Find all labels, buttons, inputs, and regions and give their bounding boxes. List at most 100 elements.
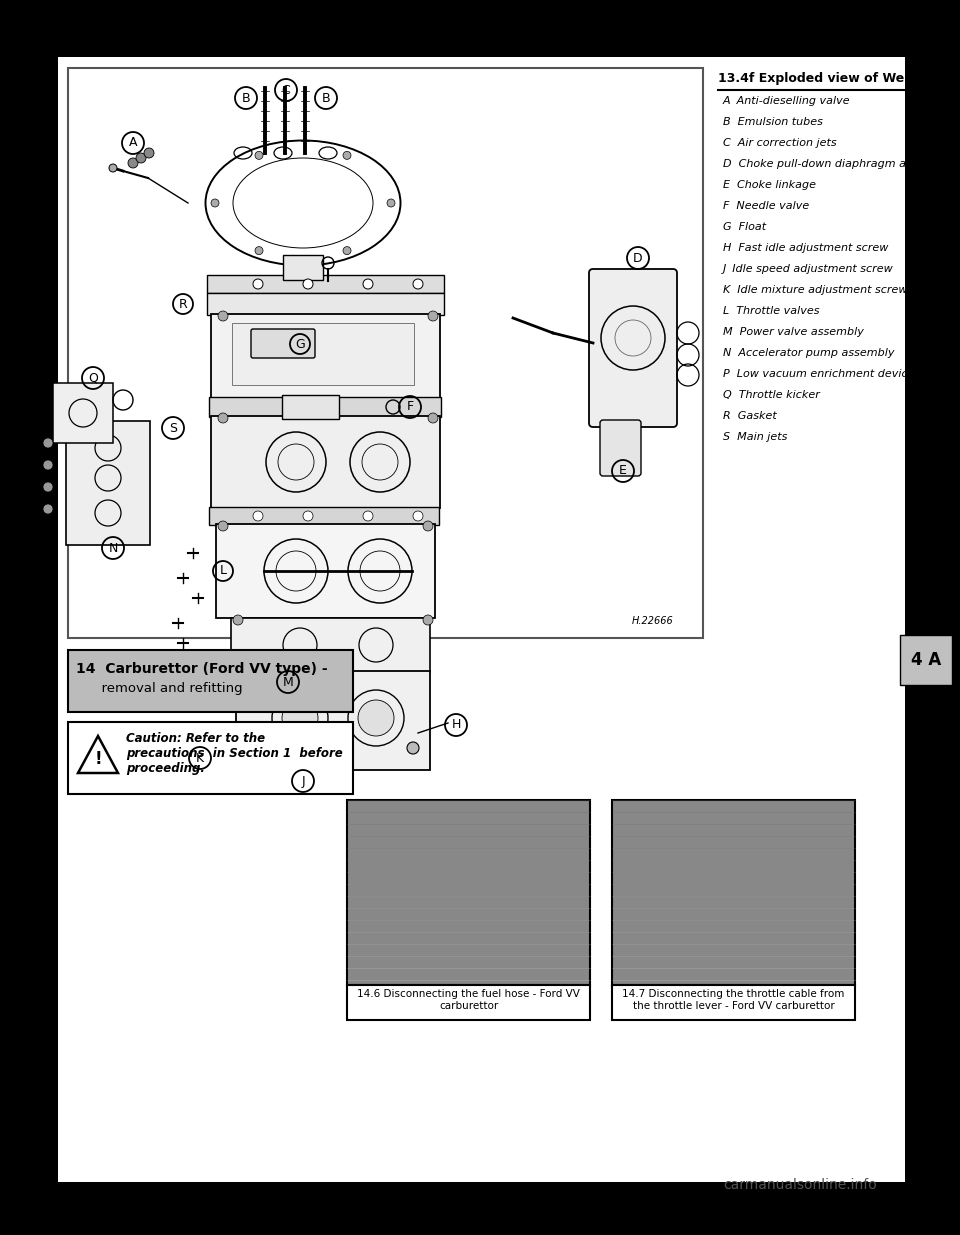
Text: H  Fast idle adjustment screw: H Fast idle adjustment screw [723, 243, 888, 253]
Circle shape [423, 615, 433, 625]
FancyBboxPatch shape [282, 395, 339, 419]
FancyBboxPatch shape [211, 416, 440, 508]
Text: 14.7 Disconnecting the throttle cable from
the throttle lever - Ford VV carburet: 14.7 Disconnecting the throttle cable fr… [622, 989, 845, 1010]
Circle shape [343, 152, 351, 159]
Circle shape [428, 412, 438, 424]
Circle shape [423, 521, 433, 531]
FancyBboxPatch shape [231, 618, 430, 672]
FancyBboxPatch shape [68, 68, 703, 638]
FancyBboxPatch shape [53, 383, 113, 443]
Text: E: E [619, 464, 627, 478]
Text: Q: Q [88, 372, 98, 384]
Text: R  Gasket: R Gasket [723, 411, 777, 421]
FancyBboxPatch shape [612, 986, 855, 1020]
Circle shape [303, 511, 313, 521]
Text: 4 A: 4 A [911, 651, 941, 669]
Circle shape [43, 482, 53, 492]
Circle shape [363, 279, 373, 289]
Text: G  Float: G Float [723, 222, 766, 232]
Text: P: P [35, 406, 41, 420]
Text: S: S [169, 421, 177, 435]
FancyBboxPatch shape [68, 722, 353, 794]
FancyBboxPatch shape [900, 635, 952, 685]
Circle shape [136, 153, 146, 163]
Circle shape [343, 247, 351, 254]
Circle shape [43, 504, 53, 514]
Text: Caution: Refer to the
precautions  in Section 1  before
proceeding.: Caution: Refer to the precautions in Sec… [126, 732, 343, 776]
FancyBboxPatch shape [211, 314, 440, 398]
Text: R: R [179, 298, 187, 310]
Text: P  Low vacuum enrichment device: P Low vacuum enrichment device [723, 369, 915, 379]
FancyBboxPatch shape [251, 329, 315, 358]
Circle shape [282, 700, 318, 736]
Circle shape [43, 459, 53, 471]
Circle shape [363, 511, 373, 521]
Circle shape [233, 615, 243, 625]
Text: 14.6 Disconnecting the fuel hose - Ford VV
carburettor: 14.6 Disconnecting the fuel hose - Ford … [357, 989, 580, 1010]
Text: N  Accelerator pump assembly: N Accelerator pump assembly [723, 348, 895, 358]
FancyBboxPatch shape [283, 254, 323, 280]
Circle shape [218, 521, 228, 531]
Circle shape [109, 164, 117, 172]
Circle shape [144, 148, 154, 158]
FancyBboxPatch shape [58, 57, 905, 1182]
FancyBboxPatch shape [207, 275, 444, 293]
Circle shape [413, 511, 423, 521]
Text: S  Main jets: S Main jets [723, 432, 787, 442]
Text: C  Air correction jets: C Air correction jets [723, 138, 836, 148]
Circle shape [407, 742, 419, 755]
Text: B: B [322, 91, 330, 105]
Circle shape [43, 438, 53, 448]
Text: D  Choke pull-down diaphragm assembly: D Choke pull-down diaphragm assembly [723, 159, 952, 169]
Circle shape [413, 279, 423, 289]
Text: !: ! [94, 750, 102, 768]
Text: M: M [282, 676, 294, 688]
Circle shape [255, 247, 263, 254]
FancyBboxPatch shape [612, 800, 855, 986]
Text: L  Throttle valves: L Throttle valves [723, 306, 820, 316]
Circle shape [218, 412, 228, 424]
Text: F  Needle valve: F Needle valve [723, 201, 809, 211]
FancyBboxPatch shape [207, 293, 444, 315]
Text: C: C [281, 84, 290, 96]
Text: 13.4f Exploded view of Weber 2V TLD carburettor: 13.4f Exploded view of Weber 2V TLD carb… [718, 72, 960, 85]
Text: M  Power valve assembly: M Power valve assembly [723, 327, 864, 337]
Text: J: J [301, 774, 305, 788]
FancyBboxPatch shape [236, 671, 430, 769]
Text: H: H [451, 719, 461, 731]
Circle shape [218, 311, 228, 321]
Circle shape [358, 700, 394, 736]
FancyBboxPatch shape [209, 396, 441, 417]
Text: G: G [295, 337, 305, 351]
Text: K  Idle mixture adjustment screw: K Idle mixture adjustment screw [723, 285, 907, 295]
Circle shape [211, 199, 219, 207]
Circle shape [253, 511, 263, 521]
FancyBboxPatch shape [589, 269, 677, 427]
Circle shape [255, 152, 263, 159]
Text: D: D [634, 252, 643, 264]
FancyBboxPatch shape [216, 524, 435, 618]
Text: H.22666: H.22666 [632, 616, 673, 626]
Circle shape [128, 158, 138, 168]
Text: E  Choke linkage: E Choke linkage [723, 180, 816, 190]
FancyBboxPatch shape [209, 508, 439, 525]
Circle shape [387, 199, 395, 207]
FancyBboxPatch shape [347, 986, 590, 1020]
Text: Q  Throttle kicker: Q Throttle kicker [723, 390, 820, 400]
Text: F: F [406, 400, 414, 414]
Text: L: L [220, 564, 227, 578]
Circle shape [303, 279, 313, 289]
FancyBboxPatch shape [66, 421, 150, 545]
Circle shape [428, 311, 438, 321]
Text: B  Emulsion tubes: B Emulsion tubes [723, 117, 823, 127]
Text: J  Idle speed adjustment screw: J Idle speed adjustment screw [723, 264, 894, 274]
Text: B: B [242, 91, 251, 105]
Text: A  Anti-dieselling valve: A Anti-dieselling valve [723, 96, 851, 106]
Text: A: A [129, 137, 137, 149]
Circle shape [253, 279, 263, 289]
Text: N: N [108, 541, 118, 555]
FancyBboxPatch shape [347, 800, 590, 986]
FancyBboxPatch shape [232, 324, 414, 385]
FancyBboxPatch shape [600, 420, 641, 475]
Text: K: K [196, 752, 204, 764]
